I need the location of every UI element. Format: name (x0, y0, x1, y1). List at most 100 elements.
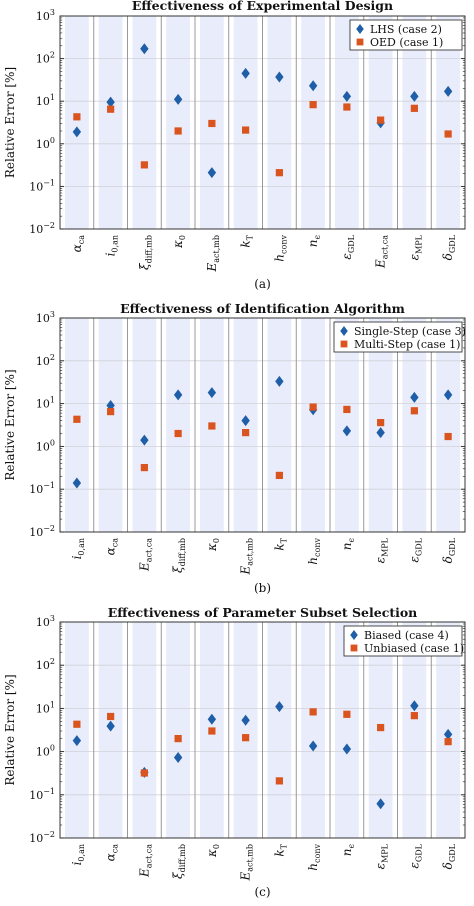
data-point-square (107, 105, 115, 113)
chart-panel-1: 10−2 10−1 100 101 102 103 Relative Error [%] Ef… (3, 0, 466, 291)
category-band (98, 16, 123, 229)
y-tick-label: 10−2 (29, 830, 55, 845)
data-point-diamond (72, 735, 82, 747)
y-tick-label: 101 (36, 396, 55, 411)
category-label: i0,an (70, 844, 86, 865)
data-point-diamond (410, 700, 419, 712)
data-point-diamond (207, 167, 217, 179)
data-point-square (208, 119, 216, 128)
category-band (132, 318, 157, 532)
y-tick-label: 10−1 (29, 787, 55, 802)
data-point-diamond (410, 391, 419, 403)
y-tick-label: 10−2 (29, 221, 55, 236)
data-point-diamond (241, 415, 250, 427)
category-band (402, 318, 427, 532)
y-tick-label: 100 (36, 744, 55, 759)
category-label: ξdiff,mb (171, 844, 187, 879)
data-point-diamond (173, 389, 183, 401)
y-tick-label: 103 (36, 614, 55, 629)
category-label: nϵ (340, 537, 356, 550)
category-label: εGDL (407, 537, 423, 562)
y-axis-label: Relative Error [%] (3, 369, 17, 480)
category-band (98, 318, 123, 532)
category-label: κ0 (205, 844, 221, 858)
category-label: nϵ (340, 843, 356, 856)
data-point-diamond (72, 126, 82, 138)
category-label: kT (272, 537, 288, 550)
y-tick-label: 10−2 (29, 524, 55, 539)
data-point-diamond (443, 389, 453, 401)
y-tick-label: 101 (36, 93, 55, 108)
category-band (335, 16, 359, 229)
data-point-diamond (207, 387, 217, 399)
data-point-square (410, 104, 418, 112)
chart-panel-3: 10−2 10−1 100 101 102 103 Relative Error [%] Ef… (3, 605, 466, 899)
data-point-square (242, 126, 250, 134)
axis-frame (59, 317, 466, 533)
legend-label: Biased (case 4) (364, 629, 449, 642)
data-point-diamond (342, 90, 352, 102)
data-point-diamond (275, 71, 284, 83)
data-point-diamond (308, 740, 318, 752)
category-label: nϵ (306, 234, 322, 247)
category-band (166, 622, 190, 838)
data-point-diamond (173, 752, 183, 764)
chart-title: Effectiveness of Parameter Subset Select… (108, 605, 418, 620)
data-point-square (140, 769, 148, 777)
category-band (402, 622, 427, 838)
data-point-diamond (106, 96, 115, 108)
category-label: i0,an (70, 538, 86, 559)
panel-label: (c) (254, 885, 270, 899)
category-band (166, 16, 190, 229)
category-band (267, 622, 292, 838)
category-band (301, 622, 325, 838)
category-band (132, 622, 157, 838)
category-label: Eact,mb (205, 235, 221, 272)
data-point-square (377, 418, 385, 427)
legend-marker-square (350, 644, 358, 652)
category-label: i0,an (104, 235, 120, 256)
data-point-diamond (443, 85, 453, 97)
legend-box (349, 19, 463, 51)
category-label: αca (104, 538, 120, 556)
category-label: Eact,mb (239, 538, 255, 575)
chart-title: Effectiveness of Experimental Design (132, 0, 393, 13)
data-point-square (73, 720, 81, 728)
data-point-square (140, 161, 148, 169)
category-band (301, 16, 325, 229)
data-point-square (208, 422, 216, 430)
y-tick-label: 102 (36, 657, 55, 672)
data-point-diamond (376, 427, 385, 439)
category-label: δGDL (441, 843, 457, 869)
y-tick-label: 101 (36, 700, 55, 715)
data-point-diamond (376, 798, 385, 810)
data-point-square (343, 710, 351, 718)
legend-marker-diamond (356, 24, 364, 34)
legend-marker-square (340, 340, 348, 348)
chart-panel-2: 10−2 10−1 100 101 102 103 Relative Error [%] Ef… (3, 301, 466, 595)
category-label: εMPL (407, 234, 423, 260)
y-tick-label: 10−1 (29, 481, 55, 496)
data-point-diamond (140, 43, 149, 55)
data-point-square (410, 712, 418, 720)
data-point-square (377, 723, 385, 732)
data-point-square (174, 429, 182, 438)
y-tick-label: 103 (36, 310, 55, 325)
data-point-square (208, 727, 216, 735)
data-point-square (73, 113, 81, 121)
data-point-square (275, 169, 283, 177)
category-label: Eact,ca (137, 844, 153, 878)
data-point-square (343, 405, 351, 414)
category-label: δGDL (441, 537, 457, 563)
chart-title: Effectiveness of Identification Algorith… (120, 301, 405, 316)
category-label: αca (70, 235, 86, 253)
data-point-square (174, 734, 182, 743)
legend-label: Unbiased (case 1) (364, 642, 464, 655)
data-point-diamond (241, 67, 250, 79)
data-point-diamond (342, 425, 352, 437)
data-point-square (107, 712, 115, 721)
legend-label: Multi-Step (case 1) (354, 338, 460, 351)
category-label: hconv (272, 235, 288, 262)
category-band (267, 318, 292, 532)
data-point-diamond (173, 93, 183, 105)
